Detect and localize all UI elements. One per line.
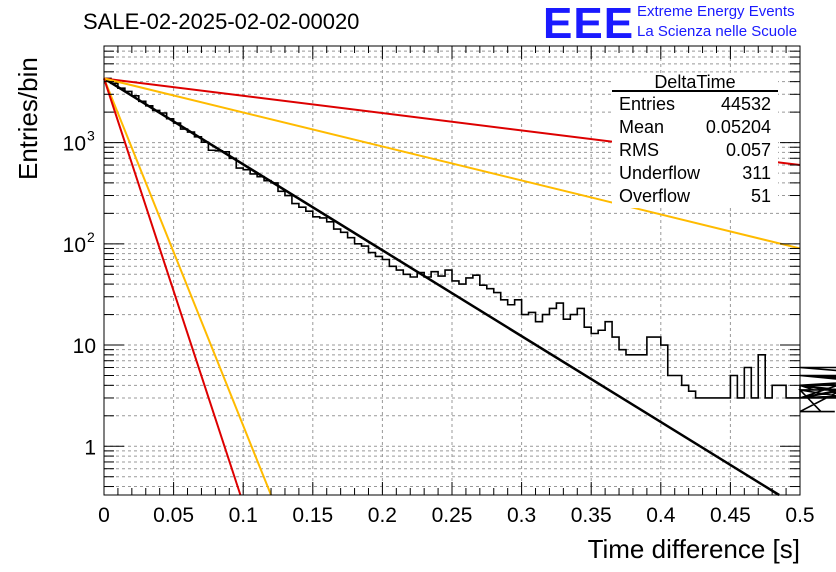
stats-label: Underflow [619, 163, 701, 183]
x-tick-label: 0.45 [710, 504, 751, 527]
axis-ticks [103, 45, 801, 495]
x-axis-label: Time difference [s] [588, 534, 800, 564]
x-tick-label: 0.15 [292, 504, 333, 527]
logo-subtitle-line1: Extreme Energy Events [637, 3, 795, 20]
chart-title: SALE-02-2025-02-02-00020 [83, 9, 360, 34]
fit-curve-2 [103, 77, 801, 250]
stats-value: 311 [742, 163, 771, 183]
fit-curve-4 [103, 78, 242, 496]
stats-label: Entries [619, 94, 675, 114]
stats-box-bg [612, 74, 778, 208]
stats-title: DeltaTime [654, 72, 735, 92]
fit-curves [103, 77, 801, 497]
x-tick-label: 0 [98, 504, 110, 527]
y-tick-exponent: 2 [87, 229, 95, 245]
x-tick-label: 0.1 [229, 504, 258, 527]
x-tick-label: 0.05 [153, 504, 194, 527]
stats-value: 0.05204 [706, 117, 771, 137]
y-tick-label: 10 [73, 335, 96, 358]
x-tick-label: 0.2 [368, 504, 397, 527]
x-tick-labels: 0 0.05 0.1 0.15 0.2 0.25 0.3 0.35 0.4 0.45 0.5 [98, 504, 814, 527]
logo-subtitle-line2: La Scienza nelle Scuole [637, 23, 798, 40]
eee-logo: EEE [543, 0, 635, 48]
stats-label: Overflow [619, 186, 691, 206]
x-tick-label: 0.35 [571, 504, 612, 527]
y-tick-label: 10 [63, 133, 86, 156]
fit-curve-0 [103, 77, 780, 497]
stats-value: 0.057 [726, 140, 771, 160]
x-tick-label: 0.25 [432, 504, 473, 527]
stats-value: 51 [751, 186, 771, 206]
y-tick-exponent: 3 [87, 128, 95, 144]
x-tick-label: 0.3 [507, 504, 536, 527]
fit-curve-3 [103, 78, 272, 496]
stats-label: Mean [619, 117, 664, 137]
stats-value: 44532 [721, 94, 771, 114]
y-axis-label: Entries/bin [13, 57, 43, 180]
y-tick-label: 1 [84, 436, 96, 459]
y-tick-label: 10 [63, 234, 86, 257]
x-tick-label: 0.4 [646, 504, 676, 527]
stats-label: RMS [619, 140, 659, 160]
x-tick-label: 0.5 [785, 504, 814, 527]
